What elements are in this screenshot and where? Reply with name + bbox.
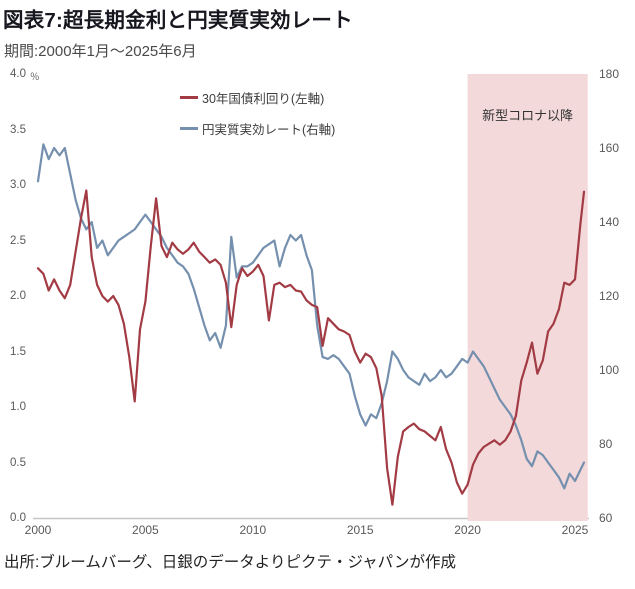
right-axis-tick: 100 bbox=[599, 363, 620, 377]
x-axis-tick: 2010 bbox=[239, 523, 267, 537]
yield-line bbox=[36, 189, 586, 506]
page-title: 図表7:超長期金利と円実質実効レート bbox=[3, 9, 353, 32]
left-axis-tick: 1.0 bbox=[10, 401, 26, 413]
left-axis-tick: 2.0 bbox=[10, 290, 26, 302]
right-axis-tick: 140 bbox=[599, 215, 620, 229]
source-note: 出所:ブルームバーグ、日銀のデータよりピクテ・ジャパンが作成 bbox=[4, 554, 456, 571]
legend: 30年国債利回り(左軸) 円実質実効レート(右軸) bbox=[180, 90, 335, 152]
x-axis-tick: 2015 bbox=[346, 523, 374, 537]
x-axis-tick: 2005 bbox=[132, 523, 159, 537]
right-axis-tick: 60 bbox=[599, 511, 613, 525]
left-axis-tick: 4.0 bbox=[10, 68, 26, 80]
legend-item-yield: 30年国債利回り(左軸) bbox=[180, 90, 335, 106]
x-axis-tick: 2020 bbox=[454, 523, 481, 537]
right-axis-tick: 80 bbox=[599, 437, 613, 451]
covid-band bbox=[467, 74, 588, 521]
reer-line-swatch bbox=[180, 126, 198, 130]
left-axis-tick: 3.0 bbox=[10, 179, 26, 191]
legend-label-yield: 30年国債利回り(左軸) bbox=[202, 91, 325, 106]
left-axis-unit: ％ bbox=[30, 72, 40, 83]
legend-item-reer: 円実質実効レート(右軸) bbox=[180, 121, 336, 137]
right-axis-tick: 120 bbox=[599, 289, 620, 303]
left-axis-tick: 3.5 bbox=[10, 123, 26, 136]
chart-period-subtitle: 期間:2000年1月〜2025年6月 bbox=[4, 43, 197, 60]
x-axis-tick: 2025 bbox=[561, 523, 589, 537]
left-axis-tick: 2.5 bbox=[10, 234, 26, 247]
covid-band-label: 新型コロナ以降 bbox=[482, 108, 574, 123]
x-axis-tick: 2000 bbox=[24, 523, 52, 537]
reer-line bbox=[36, 143, 586, 490]
yield-line-swatch bbox=[180, 95, 198, 99]
right-axis-tick: 180 bbox=[599, 67, 620, 81]
right-axis-tick: 160 bbox=[599, 141, 620, 155]
left-axis-tick: 0.0 bbox=[10, 512, 26, 524]
left-axis-tick: 1.5 bbox=[10, 345, 26, 358]
left-axis-tick: 0.5 bbox=[10, 456, 26, 469]
legend-label-reer: 円実質実効レート(右軸) bbox=[202, 122, 336, 137]
